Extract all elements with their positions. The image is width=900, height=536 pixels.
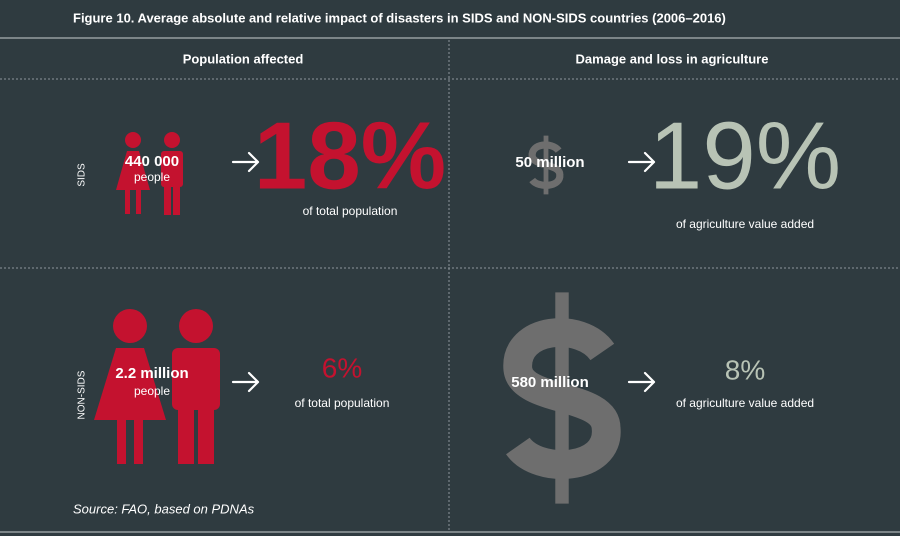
percent: 19% bbox=[649, 102, 841, 209]
arrow bbox=[231, 371, 260, 393]
percent: 18% bbox=[254, 102, 446, 209]
arrow bbox=[627, 151, 656, 173]
arrow bbox=[627, 371, 656, 393]
column-header: Damage and loss in agriculture bbox=[576, 51, 769, 66]
dollar-icon bbox=[503, 292, 621, 504]
amount: 50 million bbox=[515, 154, 584, 171]
note: of agriculture value added bbox=[676, 396, 814, 410]
dollar-icon bbox=[528, 135, 564, 195]
note: of total population bbox=[295, 396, 390, 410]
unit: people bbox=[134, 384, 170, 398]
people-icon bbox=[94, 309, 220, 464]
percent: 6% bbox=[322, 352, 362, 383]
note: of agriculture value added bbox=[676, 217, 814, 231]
amount: 580 million bbox=[511, 374, 589, 391]
source-note: Source: FAO, based on PDNAs bbox=[73, 501, 255, 516]
count: 440 000 bbox=[125, 153, 179, 170]
row-label: NON-SIDS bbox=[77, 370, 88, 419]
figure-title: Figure 10. Average absolute and relative… bbox=[73, 10, 726, 25]
count: 2.2 million bbox=[115, 365, 188, 382]
people-icon bbox=[116, 132, 183, 215]
note: of total population bbox=[303, 204, 398, 218]
row-label: SIDS bbox=[77, 163, 88, 187]
unit: people bbox=[134, 170, 170, 184]
column-header: Population affected bbox=[183, 51, 304, 66]
percent: 8% bbox=[725, 354, 765, 385]
arrow bbox=[231, 151, 260, 173]
